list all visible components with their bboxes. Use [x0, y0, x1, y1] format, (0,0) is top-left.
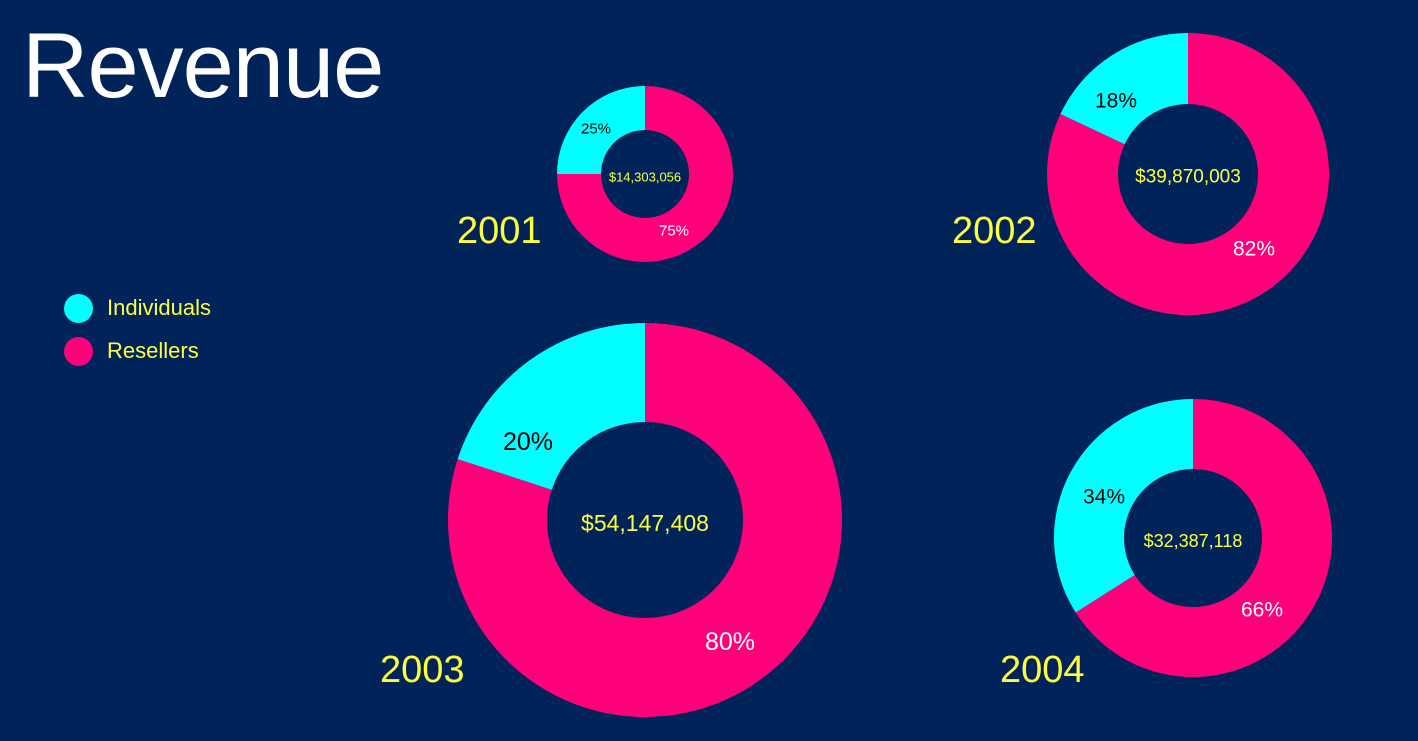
pct-label-2003-resellers: 80% — [705, 628, 755, 656]
slice-2002-resellers[interactable] — [1046, 33, 1329, 316]
slice-2003-resellers[interactable] — [448, 323, 842, 717]
pct-label-2004-resellers: 66% — [1241, 599, 1283, 622]
pct-label-2002-individuals: 18% — [1095, 90, 1137, 113]
slice-2004-individuals[interactable] — [1054, 399, 1193, 613]
donut-2001: 25% 75% $14,303,056 2001 — [457, 86, 733, 262]
slice-2003-individuals[interactable] — [457, 323, 645, 490]
slice-2001-individuals[interactable] — [557, 86, 645, 174]
slice-2004-resellers[interactable] — [1075, 399, 1332, 678]
year-label-2003: 2003 — [380, 649, 465, 691]
year-label-2004: 2004 — [1000, 649, 1085, 691]
legend-label-individuals: Individuals — [107, 295, 211, 320]
donut-2004: 34% 66% $32,387,118 2004 — [1000, 399, 1332, 691]
total-label-2002: $39,870,003 — [1135, 167, 1241, 188]
total-label-2003: $54,147,408 — [581, 510, 709, 536]
total-label-2004: $32,387,118 — [1144, 531, 1243, 551]
pct-label-2003-individuals: 20% — [503, 428, 553, 456]
legend-item-individuals[interactable]: Individuals — [64, 293, 211, 323]
legend-swatch-individuals — [64, 293, 93, 323]
pct-label-2001-individuals: 25% — [581, 121, 611, 138]
pct-label-2002-resellers: 82% — [1233, 238, 1275, 261]
legend-label-resellers: Resellers — [107, 338, 199, 363]
year-label-2001: 2001 — [457, 210, 542, 252]
page-title: Revenue — [22, 15, 384, 117]
legend-swatch-resellers — [64, 336, 93, 366]
pct-label-2004-individuals: 34% — [1083, 486, 1125, 509]
pct-label-2001-resellers: 75% — [659, 223, 689, 240]
total-label-2001: $14,303,056 — [609, 170, 681, 185]
legend: Individuals Resellers — [64, 293, 211, 380]
donut-2002: 18% 82% $39,870,003 2002 — [952, 33, 1329, 316]
donut-2003: 20% 80% $54,147,408 2003 — [380, 323, 842, 717]
year-label-2002: 2002 — [952, 210, 1037, 252]
slice-2001-resellers[interactable] — [557, 86, 733, 262]
legend-item-resellers[interactable]: Resellers — [64, 336, 211, 366]
slice-2002-individuals[interactable] — [1060, 33, 1188, 145]
